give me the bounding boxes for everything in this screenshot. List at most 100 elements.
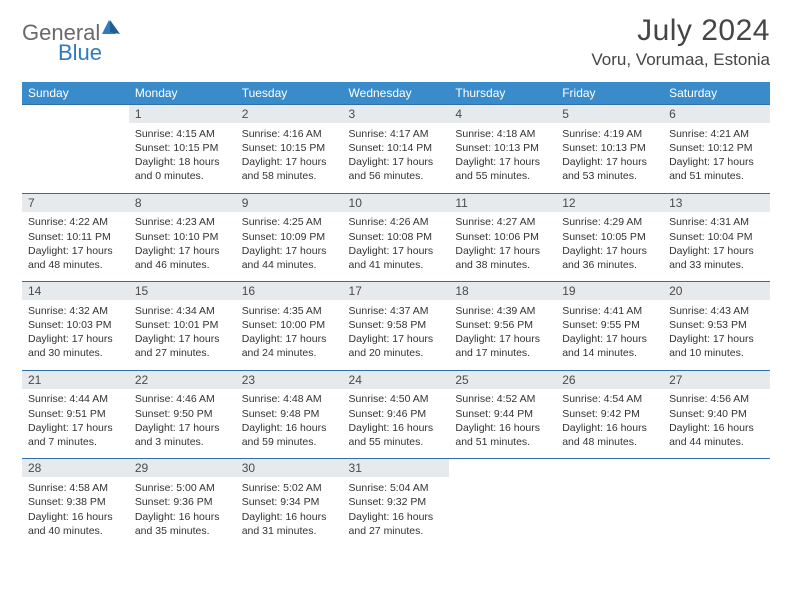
day-number-row: 21222324252627 bbox=[22, 370, 770, 389]
sunrise-line: Sunrise: 4:26 AM bbox=[349, 215, 444, 229]
daylight-line: Daylight: 16 hours and 48 minutes. bbox=[562, 421, 657, 449]
day-detail-cell: Sunrise: 5:04 AMSunset: 9:32 PMDaylight:… bbox=[343, 477, 450, 547]
brand-name: General Blue bbox=[22, 20, 120, 72]
sunrise-line: Sunrise: 4:23 AM bbox=[135, 215, 230, 229]
day-detail-cell: Sunrise: 4:43 AMSunset: 9:53 PMDaylight:… bbox=[663, 300, 770, 370]
sunrise-line: Sunrise: 4:52 AM bbox=[455, 392, 550, 406]
day-detail-cell: Sunrise: 4:23 AMSunset: 10:10 PMDaylight… bbox=[129, 212, 236, 282]
sunset-line: Sunset: 9:42 PM bbox=[562, 407, 657, 421]
sunrise-line: Sunrise: 4:46 AM bbox=[135, 392, 230, 406]
day-detail-cell bbox=[22, 123, 129, 193]
day-detail-cell: Sunrise: 4:27 AMSunset: 10:06 PMDaylight… bbox=[449, 212, 556, 282]
day-detail-cell: Sunrise: 4:35 AMSunset: 10:00 PMDaylight… bbox=[236, 300, 343, 370]
day-detail-row: Sunrise: 4:32 AMSunset: 10:03 PMDaylight… bbox=[22, 300, 770, 370]
sunset-line: Sunset: 10:09 PM bbox=[242, 230, 337, 244]
weekday-header: Monday bbox=[129, 82, 236, 105]
sunrise-line: Sunrise: 4:15 AM bbox=[135, 127, 230, 141]
sunrise-line: Sunrise: 4:37 AM bbox=[349, 304, 444, 318]
daylight-line: Daylight: 16 hours and 44 minutes. bbox=[669, 421, 764, 449]
sunset-line: Sunset: 10:11 PM bbox=[28, 230, 123, 244]
sunset-line: Sunset: 10:01 PM bbox=[135, 318, 230, 332]
weekday-header: Saturday bbox=[663, 82, 770, 105]
day-detail-cell: Sunrise: 4:29 AMSunset: 10:05 PMDaylight… bbox=[556, 212, 663, 282]
sunset-line: Sunset: 9:48 PM bbox=[242, 407, 337, 421]
day-number-cell: 27 bbox=[663, 370, 770, 389]
day-number-cell: 6 bbox=[663, 105, 770, 124]
day-detail-cell: Sunrise: 4:41 AMSunset: 9:55 PMDaylight:… bbox=[556, 300, 663, 370]
day-number-cell: 15 bbox=[129, 282, 236, 301]
sunset-line: Sunset: 9:55 PM bbox=[562, 318, 657, 332]
day-number-cell: 9 bbox=[236, 193, 343, 212]
sunrise-line: Sunrise: 4:56 AM bbox=[669, 392, 764, 406]
page-header: General Blue July 2024 Voru, Vorumaa, Es… bbox=[22, 14, 770, 72]
sunrise-line: Sunrise: 4:31 AM bbox=[669, 215, 764, 229]
sunset-line: Sunset: 10:13 PM bbox=[562, 141, 657, 155]
month-title: July 2024 bbox=[591, 14, 770, 48]
weekday-header-row: SundayMondayTuesdayWednesdayThursdayFrid… bbox=[22, 82, 770, 105]
day-number-cell: 28 bbox=[22, 459, 129, 478]
day-number-cell: 2 bbox=[236, 105, 343, 124]
day-number-cell bbox=[449, 459, 556, 478]
title-block: July 2024 Voru, Vorumaa, Estonia bbox=[591, 14, 770, 70]
day-number-row: 123456 bbox=[22, 105, 770, 124]
sunset-line: Sunset: 10:03 PM bbox=[28, 318, 123, 332]
sunrise-line: Sunrise: 4:54 AM bbox=[562, 392, 657, 406]
day-detail-cell: Sunrise: 5:00 AMSunset: 9:36 PMDaylight:… bbox=[129, 477, 236, 547]
day-detail-row: Sunrise: 4:58 AMSunset: 9:38 PMDaylight:… bbox=[22, 477, 770, 547]
day-number-cell: 21 bbox=[22, 370, 129, 389]
day-number-cell: 29 bbox=[129, 459, 236, 478]
daylight-line: Daylight: 17 hours and 10 minutes. bbox=[669, 332, 764, 360]
day-number-cell bbox=[22, 105, 129, 124]
day-detail-cell bbox=[556, 477, 663, 547]
sunrise-line: Sunrise: 4:35 AM bbox=[242, 304, 337, 318]
daylight-line: Daylight: 17 hours and 56 minutes. bbox=[349, 155, 444, 183]
day-number-cell: 18 bbox=[449, 282, 556, 301]
daylight-line: Daylight: 17 hours and 44 minutes. bbox=[242, 244, 337, 272]
day-number-cell: 3 bbox=[343, 105, 450, 124]
day-number-cell: 1 bbox=[129, 105, 236, 124]
day-number-cell: 31 bbox=[343, 459, 450, 478]
day-detail-row: Sunrise: 4:22 AMSunset: 10:11 PMDaylight… bbox=[22, 212, 770, 282]
sunset-line: Sunset: 9:46 PM bbox=[349, 407, 444, 421]
day-number-cell: 4 bbox=[449, 105, 556, 124]
weekday-header: Thursday bbox=[449, 82, 556, 105]
sunrise-line: Sunrise: 4:50 AM bbox=[349, 392, 444, 406]
day-detail-cell: Sunrise: 5:02 AMSunset: 9:34 PMDaylight:… bbox=[236, 477, 343, 547]
day-number-cell bbox=[556, 459, 663, 478]
daylight-line: Daylight: 17 hours and 30 minutes. bbox=[28, 332, 123, 360]
day-detail-cell: Sunrise: 4:52 AMSunset: 9:44 PMDaylight:… bbox=[449, 389, 556, 459]
sunset-line: Sunset: 9:32 PM bbox=[349, 495, 444, 509]
sunrise-line: Sunrise: 4:27 AM bbox=[455, 215, 550, 229]
day-number-cell: 19 bbox=[556, 282, 663, 301]
day-number-cell: 14 bbox=[22, 282, 129, 301]
day-number-cell: 13 bbox=[663, 193, 770, 212]
day-number-row: 78910111213 bbox=[22, 193, 770, 212]
daylight-line: Daylight: 16 hours and 55 minutes. bbox=[349, 421, 444, 449]
day-detail-cell: Sunrise: 4:34 AMSunset: 10:01 PMDaylight… bbox=[129, 300, 236, 370]
daylight-line: Daylight: 17 hours and 7 minutes. bbox=[28, 421, 123, 449]
daylight-line: Daylight: 17 hours and 51 minutes. bbox=[669, 155, 764, 183]
day-number-row: 14151617181920 bbox=[22, 282, 770, 301]
sunrise-line: Sunrise: 4:16 AM bbox=[242, 127, 337, 141]
daylight-line: Daylight: 17 hours and 55 minutes. bbox=[455, 155, 550, 183]
day-number-cell: 25 bbox=[449, 370, 556, 389]
daylight-line: Daylight: 17 hours and 17 minutes. bbox=[455, 332, 550, 360]
sunset-line: Sunset: 9:50 PM bbox=[135, 407, 230, 421]
day-number-cell: 16 bbox=[236, 282, 343, 301]
day-detail-cell: Sunrise: 4:16 AMSunset: 10:15 PMDaylight… bbox=[236, 123, 343, 193]
day-number-cell: 20 bbox=[663, 282, 770, 301]
calendar-table: SundayMondayTuesdayWednesdayThursdayFrid… bbox=[22, 82, 770, 547]
day-detail-cell: Sunrise: 4:50 AMSunset: 9:46 PMDaylight:… bbox=[343, 389, 450, 459]
day-detail-cell: Sunrise: 4:56 AMSunset: 9:40 PMDaylight:… bbox=[663, 389, 770, 459]
weekday-header: Wednesday bbox=[343, 82, 450, 105]
day-detail-cell: Sunrise: 4:44 AMSunset: 9:51 PMDaylight:… bbox=[22, 389, 129, 459]
sunset-line: Sunset: 10:10 PM bbox=[135, 230, 230, 244]
sunset-line: Sunset: 10:12 PM bbox=[669, 141, 764, 155]
day-number-cell: 8 bbox=[129, 193, 236, 212]
daylight-line: Daylight: 17 hours and 38 minutes. bbox=[455, 244, 550, 272]
sunset-line: Sunset: 9:40 PM bbox=[669, 407, 764, 421]
day-detail-cell: Sunrise: 4:21 AMSunset: 10:12 PMDaylight… bbox=[663, 123, 770, 193]
sunrise-line: Sunrise: 5:04 AM bbox=[349, 481, 444, 495]
day-number-cell: 24 bbox=[343, 370, 450, 389]
sunset-line: Sunset: 10:14 PM bbox=[349, 141, 444, 155]
